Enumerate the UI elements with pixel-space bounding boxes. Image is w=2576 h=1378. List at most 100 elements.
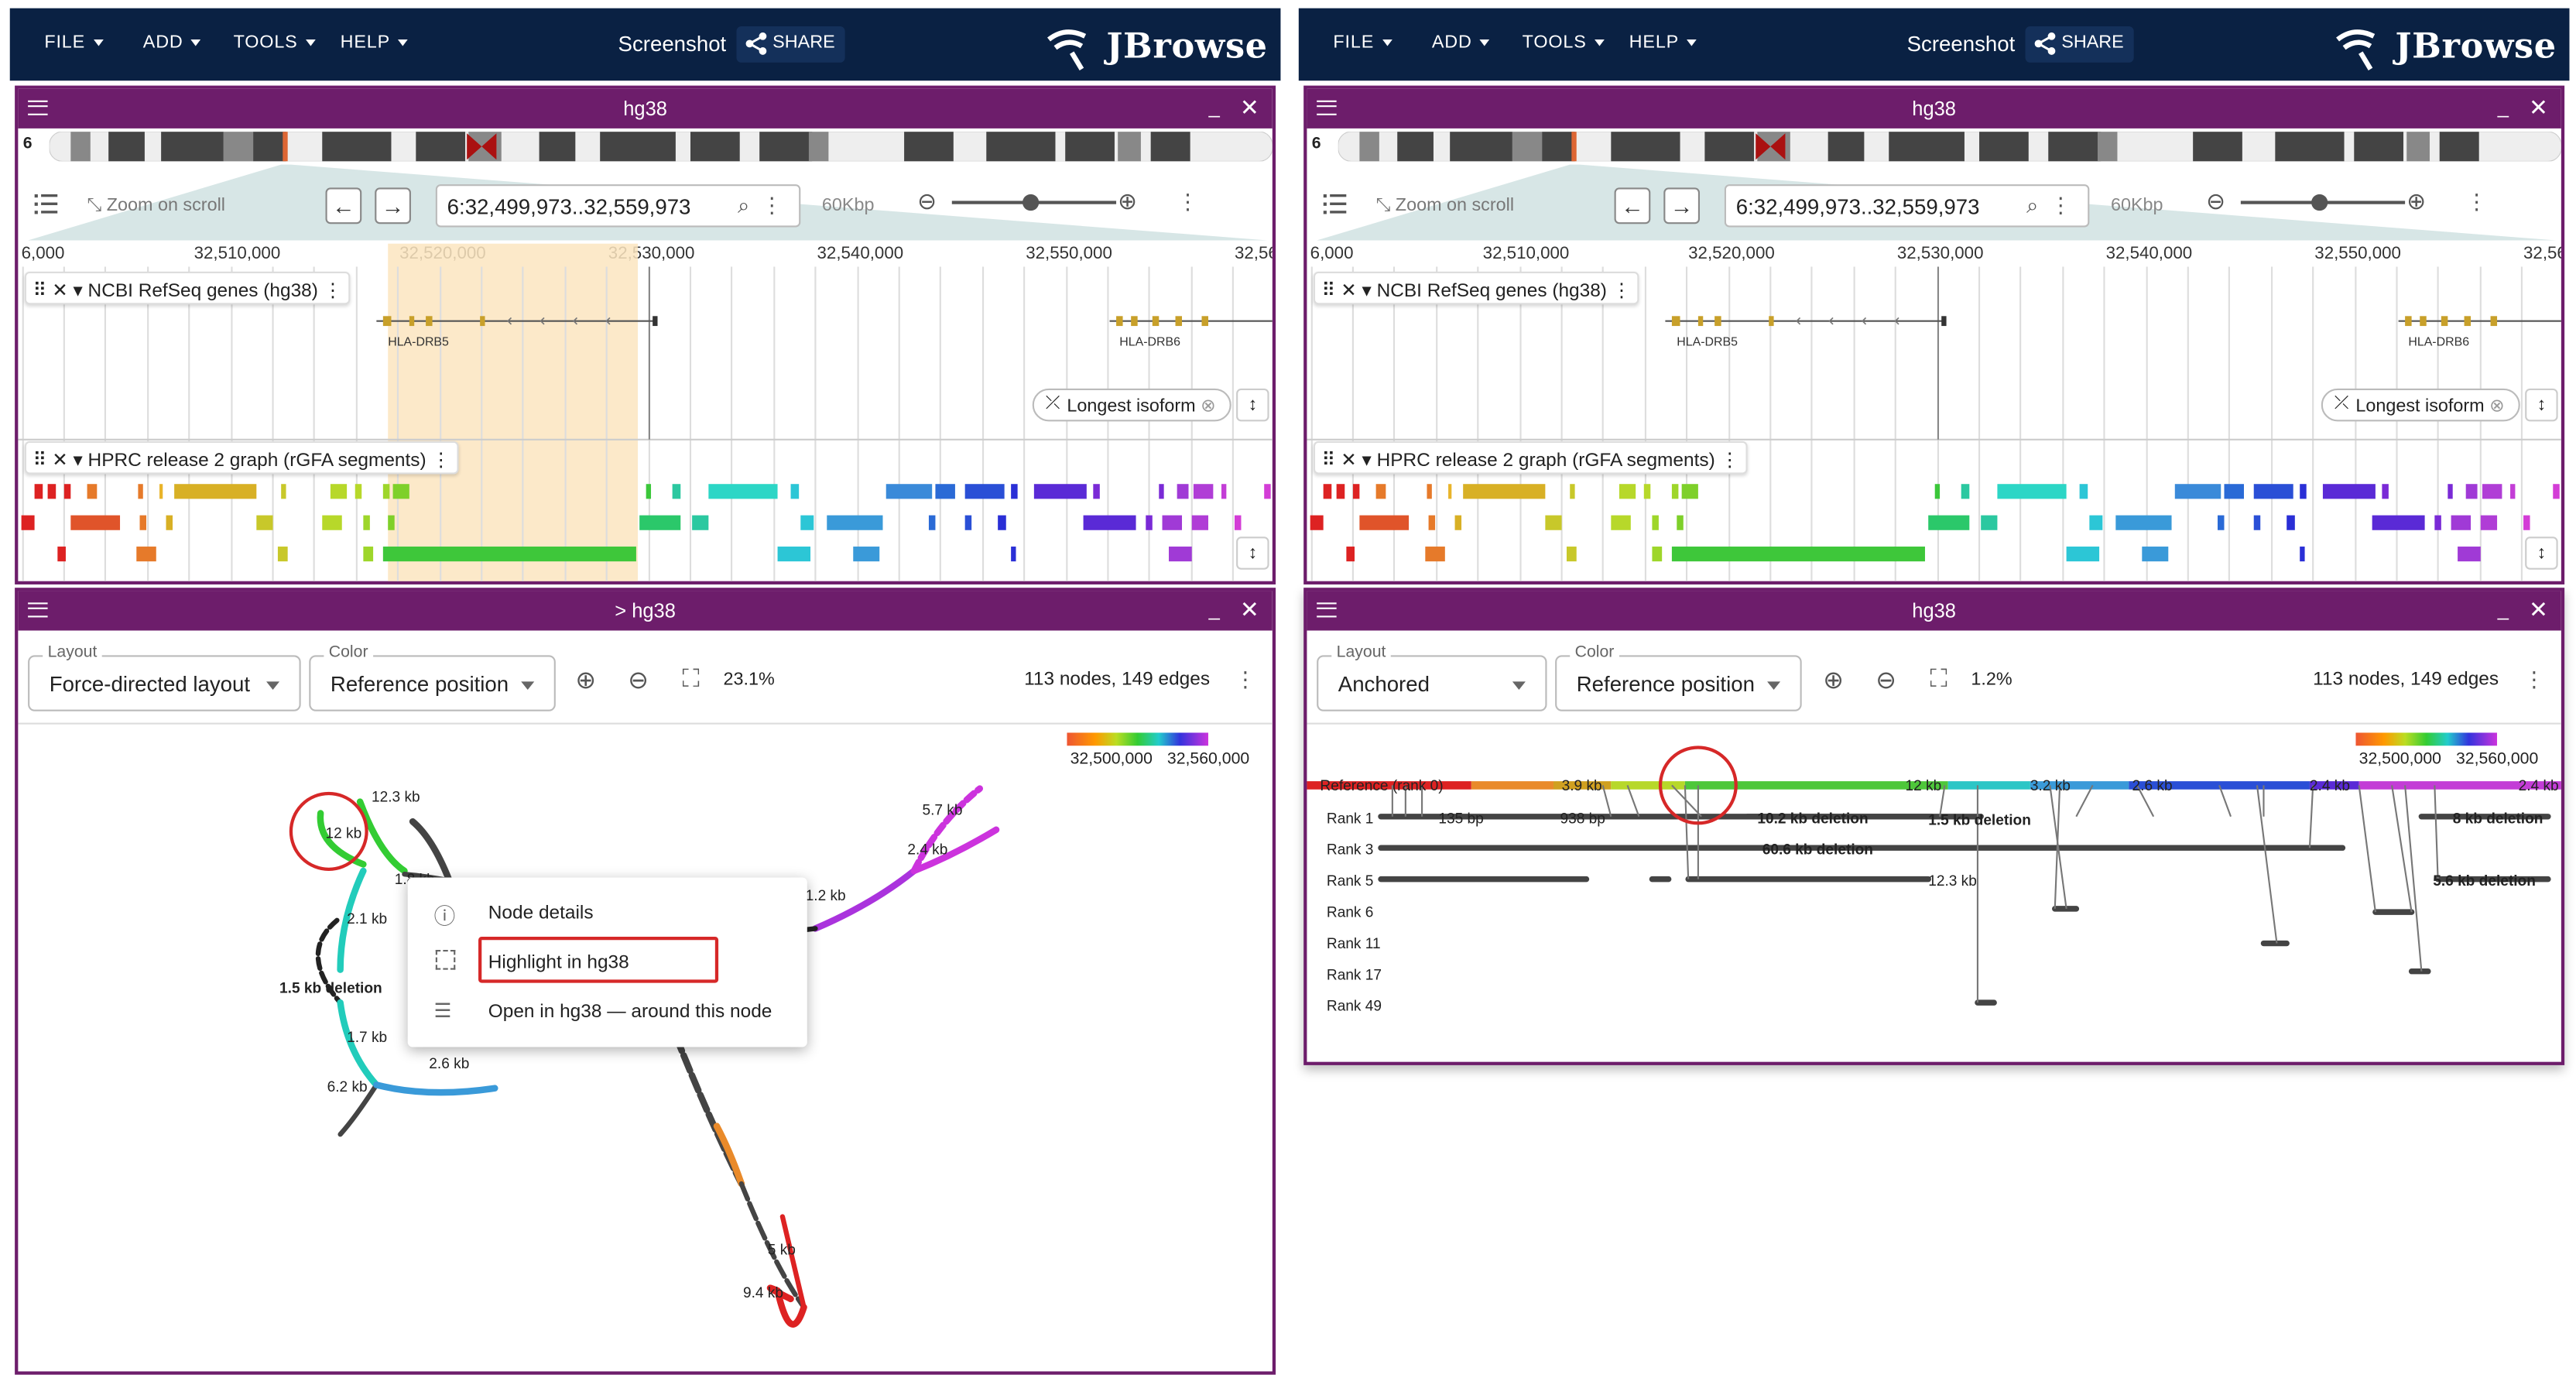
segment-block[interactable]: [1264, 484, 1271, 499]
segment-block[interactable]: [2480, 515, 2498, 530]
segment-block[interactable]: [281, 484, 286, 499]
segment-block[interactable]: [1310, 515, 1324, 530]
segment-block[interactable]: [2115, 515, 2172, 530]
segment-block[interactable]: [256, 515, 273, 530]
color-select[interactable]: Color Reference position: [309, 643, 556, 711]
resize-icon[interactable]: ↕: [2525, 536, 2558, 570]
segment-block[interactable]: [1570, 484, 1575, 499]
segment-block[interactable]: [1611, 515, 1631, 530]
close-icon[interactable]: ✕: [1239, 595, 1259, 622]
segment-block[interactable]: [2089, 515, 2103, 530]
segment-block[interactable]: [2553, 484, 2560, 499]
segment-block[interactable]: [928, 515, 936, 530]
share-button[interactable]: SHARE: [736, 26, 845, 63]
layout-select[interactable]: Layout Force-directed layout: [28, 643, 301, 711]
segment-block[interactable]: [1162, 515, 1183, 530]
minimize-icon[interactable]: _: [1208, 95, 1220, 119]
segment-block[interactable]: [57, 547, 66, 562]
segment-block[interactable]: [2300, 547, 2305, 562]
view-menu-icon[interactable]: [28, 100, 48, 115]
segment-block[interactable]: [1234, 515, 1242, 530]
segment-block[interactable]: [1221, 484, 1227, 499]
segment-block[interactable]: [1146, 515, 1153, 530]
segment-block[interactable]: [1159, 484, 1164, 499]
more-icon[interactable]: ⋮: [761, 192, 783, 218]
segment-block[interactable]: [34, 484, 43, 499]
segment-block[interactable]: [159, 484, 163, 499]
zoom-out-icon[interactable]: ⊖: [628, 667, 649, 695]
location-input[interactable]: 6:32,499,973..32,559,973 ⌕ ⋮: [1724, 184, 2090, 228]
segment-block[interactable]: [1677, 515, 1684, 530]
menu-file[interactable]: FILE: [44, 33, 104, 53]
segment-block[interactable]: [1425, 547, 1445, 562]
segment-block[interactable]: [1033, 484, 1087, 499]
segment-block[interactable]: [363, 547, 374, 562]
segment-block[interactable]: [1427, 484, 1432, 499]
track-close-icon[interactable]: ✕: [52, 451, 68, 471]
segment-block[interactable]: [639, 515, 681, 530]
drag-handle-icon[interactable]: ⠿: [33, 281, 47, 302]
segment-block[interactable]: [2458, 547, 2481, 562]
screenshot-button[interactable]: Screenshot: [1906, 31, 2016, 57]
gene-track-label[interactable]: ⠿ ✕ ▾ NCBI RefSeq genes (hg38) ⋮: [1313, 271, 1639, 305]
graph-options-icon[interactable]: ⋮: [2523, 667, 2545, 692]
segment-block[interactable]: [964, 515, 972, 530]
segment-block[interactable]: [388, 515, 395, 530]
search-icon[interactable]: ⌕: [2026, 192, 2039, 218]
menu-add[interactable]: ADD: [143, 33, 202, 53]
zoom-slider[interactable]: [951, 194, 1120, 211]
fit-icon[interactable]: ⛶: [682, 665, 700, 694]
search-icon[interactable]: ⌕: [737, 192, 750, 218]
menu-add[interactable]: ADD: [1432, 33, 1491, 53]
menu-node-details[interactable]: Node details: [488, 903, 594, 924]
view-options-icon[interactable]: ⋮: [1177, 189, 1199, 214]
segment-block[interactable]: [1928, 515, 1970, 530]
segment-block[interactable]: [139, 515, 147, 530]
view-menu-icon[interactable]: [28, 602, 48, 618]
zoom-out-icon[interactable]: ⊖: [917, 187, 937, 214]
menu-tools[interactable]: TOOLS: [234, 33, 316, 53]
segment-block[interactable]: [2523, 515, 2530, 530]
zoom-in-icon[interactable]: ⊕: [1118, 187, 1138, 214]
segment-block[interactable]: [1011, 484, 1018, 499]
segment-block[interactable]: [1083, 515, 1136, 530]
segment-block[interactable]: [1359, 515, 1410, 530]
isoform-chip[interactable]: ⤫ Longest isoform ⊗: [2321, 388, 2519, 422]
drag-handle-icon[interactable]: ⠿: [1321, 451, 1336, 471]
segment-block[interactable]: [2372, 515, 2425, 530]
segment-block[interactable]: [392, 484, 409, 499]
segment-block[interactable]: [2465, 484, 2478, 499]
segment-block[interactable]: [2448, 484, 2453, 499]
segment-block[interactable]: [1011, 547, 1016, 562]
view-options-icon[interactable]: ⋮: [2465, 189, 2488, 214]
segment-block[interactable]: [2382, 484, 2389, 499]
location-input[interactable]: 6:32,499,973..32,559,973 ⌕ ⋮: [435, 184, 801, 228]
segment-block[interactable]: [47, 484, 57, 499]
segment-block[interactable]: [1934, 484, 1941, 499]
segment-block[interactable]: [166, 515, 173, 530]
segment-block[interactable]: [708, 484, 778, 499]
segment-block[interactable]: [1346, 547, 1355, 562]
track-close-icon[interactable]: ✕: [52, 281, 68, 302]
anchored-graph[interactable]: Reference (rank 0) Rank 1 Rank 3 Rank 5 …: [1307, 723, 2564, 1065]
minimize-icon[interactable]: _: [2497, 95, 2509, 119]
color-select[interactable]: Color Reference position: [1555, 643, 1802, 711]
track-menu-icon[interactable]: ⋮: [323, 281, 343, 302]
segment-block[interactable]: [2218, 515, 2225, 530]
segment-block[interactable]: [2142, 547, 2169, 562]
pan-right-button[interactable]: →: [375, 187, 411, 225]
segment-block[interactable]: [1961, 484, 1970, 499]
pan-left-button[interactable]: ←: [1614, 187, 1651, 225]
menu-help[interactable]: HELP: [1629, 33, 1697, 53]
segment-block[interactable]: [1336, 484, 1345, 499]
chip-delete-icon[interactable]: ⊗: [1201, 396, 1216, 417]
share-button[interactable]: SHARE: [2025, 26, 2134, 63]
segment-block[interactable]: [1981, 515, 1998, 530]
zoom-in-icon[interactable]: ⊕: [2406, 187, 2427, 214]
track-menu-icon[interactable]: ⋮: [431, 451, 450, 471]
segment-block[interactable]: [1193, 484, 1214, 499]
track-menu-icon[interactable]: ⋮: [1720, 451, 1739, 471]
menu-open-region[interactable]: Open in hg38 — around this node: [488, 1003, 772, 1023]
segment-block[interactable]: [1448, 484, 1452, 499]
segment-block[interactable]: [382, 547, 636, 562]
